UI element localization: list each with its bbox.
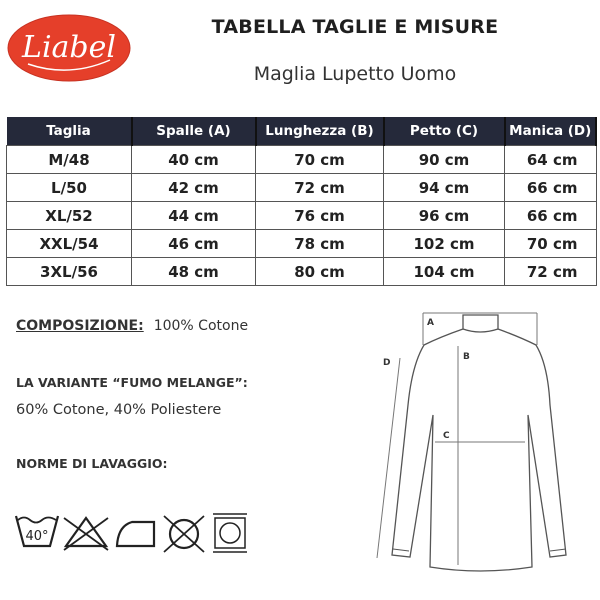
washing-label: NORME DI LAVAGGIO: [16, 456, 168, 471]
cell-manica: 72 cm [504, 257, 597, 286]
cell-taglia: XL/52 [6, 201, 132, 230]
liabel-logo: Liabel [6, 12, 132, 84]
table-row: L/50 42 cm 72 cm 94 cm 66 cm [6, 173, 597, 202]
page-subtitle: Maglia Lupetto Uomo [253, 63, 457, 85]
label-a: A [427, 318, 434, 328]
cell-lunghezza: 76 cm [255, 201, 384, 230]
shirt-measurement-diagram: A B C D [360, 305, 590, 589]
cell-manica: 70 cm [504, 229, 597, 258]
cell-lunghezza: 70 cm [255, 145, 384, 174]
table-row: XL/52 44 cm 76 cm 96 cm 66 cm [6, 201, 597, 230]
composition-value: 100% Cotone [153, 318, 249, 334]
page-title: TABELLA TAGLIE E MISURE [211, 16, 499, 38]
label-c: C [443, 431, 450, 441]
label-b: B [463, 352, 470, 362]
no-bleach-icon [63, 516, 109, 551]
iron-icon [115, 520, 156, 548]
variant-label: LA VARIANTE “FUMO MELANGE”: [16, 375, 248, 390]
washing-icons: 40° [14, 512, 254, 558]
cell-spalle: 44 cm [131, 201, 256, 230]
cell-taglia: 3XL/56 [6, 257, 132, 286]
dry-clean-icon [213, 513, 247, 553]
cell-lunghezza: 72 cm [255, 173, 384, 202]
cell-petto: 104 cm [383, 257, 505, 286]
cell-petto: 102 cm [383, 229, 505, 258]
size-table: Taglia Spalle (A) Lunghezza (B) Petto (C… [6, 117, 597, 286]
cell-petto: 90 cm [383, 145, 505, 174]
cell-manica: 66 cm [504, 173, 597, 202]
shirt-outline [391, 314, 567, 572]
svg-text:Liabel: Liabel [21, 30, 116, 65]
cell-taglia: M/48 [6, 145, 132, 174]
cell-spalle: 40 cm [131, 145, 256, 174]
cell-spalle: 42 cm [131, 173, 256, 202]
table-header-row: Taglia Spalle (A) Lunghezza (B) Petto (C… [6, 117, 597, 146]
table-row: 3XL/56 48 cm 80 cm 104 cm 72 cm [6, 257, 597, 286]
cell-lunghezza: 78 cm [255, 229, 384, 258]
cell-spalle: 46 cm [131, 229, 256, 258]
label-d: D [383, 358, 390, 368]
measurement-lines [376, 312, 538, 565]
column-header-lunghezza: Lunghezza (B) [255, 117, 385, 146]
cell-taglia: L/50 [6, 173, 132, 202]
cell-manica: 66 cm [504, 201, 597, 230]
cell-taglia: XXL/54 [6, 229, 132, 258]
column-header-petto: Petto (C) [383, 117, 506, 146]
wash-temperature: 40° [25, 529, 48, 544]
variant-value: 60% Cotone, 40% Poliestere [16, 402, 222, 418]
cell-spalle: 48 cm [131, 257, 256, 286]
cell-petto: 96 cm [383, 201, 505, 230]
composition: COMPOSIZIONE: 100% Cotone [16, 318, 248, 334]
column-header-taglia: Taglia [6, 117, 133, 146]
cell-petto: 94 cm [383, 173, 505, 202]
column-header-manica: Manica (D) [504, 117, 597, 146]
wash-40-icon: 40° [14, 515, 60, 548]
composition-label: COMPOSIZIONE: [16, 318, 144, 334]
cell-manica: 64 cm [504, 145, 597, 174]
cell-lunghezza: 80 cm [255, 257, 384, 286]
table-row: M/48 40 cm 70 cm 90 cm 64 cm [6, 145, 597, 174]
no-tumble-dry-icon [163, 515, 205, 553]
column-header-spalle: Spalle (A) [131, 117, 257, 146]
table-row: XXL/54 46 cm 78 cm 102 cm 70 cm [6, 229, 597, 258]
